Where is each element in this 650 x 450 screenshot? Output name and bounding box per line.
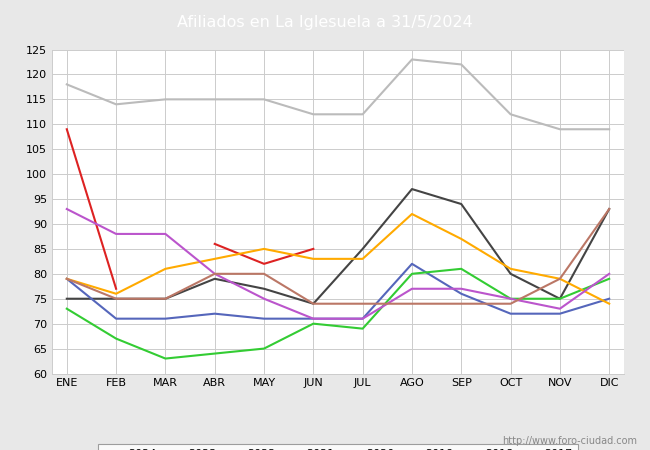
- 2018: [408, 301, 416, 306]
- 2021: [309, 321, 317, 326]
- 2017: [161, 97, 169, 102]
- 2024: [112, 286, 120, 292]
- Line: 2020: 2020: [67, 214, 609, 304]
- 2021: [161, 356, 169, 361]
- 2020: [556, 276, 564, 282]
- 2021: [260, 346, 268, 351]
- 2019: [507, 296, 515, 302]
- 2023: [260, 286, 268, 292]
- 2018: [458, 301, 465, 306]
- 2022: [260, 316, 268, 321]
- 2022: [408, 261, 416, 266]
- 2021: [507, 296, 515, 302]
- 2017: [556, 126, 564, 132]
- 2022: [63, 276, 71, 282]
- Line: 2021: 2021: [67, 269, 609, 359]
- 2017: [112, 102, 120, 107]
- 2020: [260, 246, 268, 252]
- 2023: [507, 271, 515, 276]
- Text: http://www.foro-ciudad.com: http://www.foro-ciudad.com: [502, 436, 637, 446]
- 2020: [408, 212, 416, 217]
- 2021: [408, 271, 416, 276]
- 2024: [63, 126, 71, 132]
- 2017: [458, 62, 465, 67]
- 2022: [161, 316, 169, 321]
- 2023: [408, 186, 416, 192]
- 2019: [605, 271, 613, 276]
- 2019: [556, 306, 564, 311]
- 2019: [408, 286, 416, 292]
- 2018: [359, 301, 367, 306]
- 2022: [458, 291, 465, 297]
- 2021: [112, 336, 120, 341]
- 2017: [309, 112, 317, 117]
- 2021: [556, 296, 564, 302]
- 2023: [161, 296, 169, 302]
- 2019: [211, 271, 218, 276]
- 2018: [161, 296, 169, 302]
- 2021: [605, 276, 613, 282]
- 2019: [161, 231, 169, 237]
- 2019: [458, 286, 465, 292]
- 2018: [507, 301, 515, 306]
- 2018: [605, 206, 613, 211]
- 2020: [458, 236, 465, 242]
- Line: 2018: 2018: [67, 209, 609, 304]
- 2023: [309, 301, 317, 306]
- 2019: [112, 231, 120, 237]
- Line: 2024: 2024: [67, 129, 116, 289]
- 2019: [309, 316, 317, 321]
- 2018: [211, 271, 218, 276]
- 2018: [63, 276, 71, 282]
- 2020: [63, 276, 71, 282]
- 2023: [359, 246, 367, 252]
- 2022: [309, 316, 317, 321]
- 2022: [359, 316, 367, 321]
- 2022: [507, 311, 515, 316]
- 2020: [161, 266, 169, 271]
- 2021: [211, 351, 218, 356]
- Line: 2019: 2019: [67, 209, 609, 319]
- 2023: [556, 296, 564, 302]
- 2019: [260, 296, 268, 302]
- 2018: [112, 296, 120, 302]
- 2020: [211, 256, 218, 261]
- 2021: [458, 266, 465, 271]
- 2017: [408, 57, 416, 62]
- 2020: [605, 301, 613, 306]
- 2017: [507, 112, 515, 117]
- 2023: [605, 206, 613, 211]
- 2023: [458, 201, 465, 207]
- 2020: [507, 266, 515, 271]
- Text: Afiliados en La Iglesuela a 31/5/2024: Afiliados en La Iglesuela a 31/5/2024: [177, 15, 473, 30]
- 2017: [359, 112, 367, 117]
- 2019: [359, 316, 367, 321]
- 2020: [309, 256, 317, 261]
- 2017: [605, 126, 613, 132]
- Legend: 2024, 2023, 2022, 2021, 2020, 2019, 2018, 2017: 2024, 2023, 2022, 2021, 2020, 2019, 2018…: [98, 444, 578, 450]
- 2017: [63, 82, 71, 87]
- 2017: [260, 97, 268, 102]
- 2022: [112, 316, 120, 321]
- 2018: [260, 271, 268, 276]
- Line: 2022: 2022: [67, 264, 609, 319]
- 2017: [211, 97, 218, 102]
- 2022: [211, 311, 218, 316]
- Line: 2017: 2017: [67, 59, 609, 129]
- 2022: [605, 296, 613, 302]
- 2018: [556, 276, 564, 282]
- 2023: [63, 296, 71, 302]
- 2022: [556, 311, 564, 316]
- 2020: [112, 291, 120, 297]
- 2019: [63, 206, 71, 211]
- 2018: [309, 301, 317, 306]
- 2023: [112, 296, 120, 302]
- Line: 2023: 2023: [67, 189, 609, 304]
- 2020: [359, 256, 367, 261]
- 2023: [211, 276, 218, 282]
- 2021: [63, 306, 71, 311]
- 2021: [359, 326, 367, 331]
